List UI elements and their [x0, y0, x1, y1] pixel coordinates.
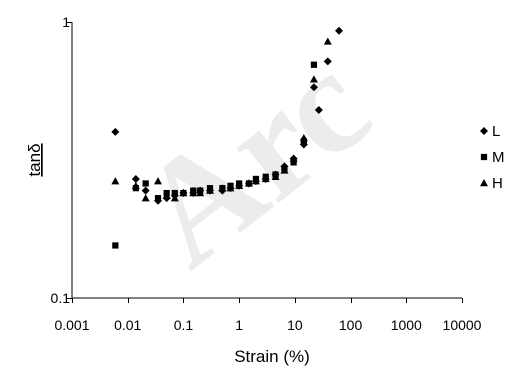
y-tick-label: 0.1 [51, 290, 71, 306]
data-point-m [112, 242, 119, 249]
legend: LMH [480, 123, 505, 192]
data-point-h [289, 154, 298, 162]
data-point-l [335, 26, 344, 35]
data-point-h [196, 189, 205, 197]
x-axis-title: Strain (%) [234, 347, 310, 366]
legend-label-l: L [492, 123, 500, 140]
data-point-l [131, 174, 140, 183]
data-point-l [323, 57, 332, 66]
data-point-m [290, 159, 297, 166]
x-tick-label: 0.1 [174, 317, 194, 333]
data-point-h [131, 181, 140, 189]
legend-marker-l [480, 127, 488, 135]
data-point-h [170, 194, 179, 202]
axes [71, 22, 462, 299]
legend-marker-m [480, 153, 488, 161]
data-point-h [206, 186, 215, 194]
y-tick-label: 1 [62, 14, 70, 30]
data-point-h [111, 177, 120, 185]
x-tick-label: 10000 [443, 317, 482, 333]
data-point-h [189, 189, 198, 197]
data-point-h [244, 179, 253, 187]
data-point-m [142, 180, 149, 187]
x-tick-label: 1000 [391, 317, 422, 333]
data-point-l [309, 83, 318, 92]
data-point-h [235, 181, 244, 189]
y-axis-title: tanδ [25, 143, 44, 176]
data-point-h [261, 174, 270, 183]
watermark-text: Arc [108, 20, 398, 298]
data-point-l [314, 105, 323, 114]
data-point-h [226, 184, 235, 192]
data-point-h [218, 184, 227, 192]
data-point-l [141, 186, 150, 195]
data-point-m [310, 61, 318, 68]
x-tick-label: 10 [287, 317, 303, 333]
data-point-h [309, 75, 318, 83]
data-point-h [162, 191, 171, 199]
tick-marks [67, 22, 463, 303]
x-tick-label: 1 [235, 317, 243, 333]
data-point-h [280, 166, 289, 174]
legend-label-m: M [492, 149, 505, 166]
legend-marker-h [480, 179, 488, 187]
legend-label-h: H [492, 175, 503, 192]
data-point-h [154, 177, 163, 185]
data-point-h [323, 37, 332, 45]
data-point-h [271, 172, 280, 180]
data-point-l [111, 127, 120, 136]
data-point-h [251, 177, 260, 185]
data-points [111, 26, 344, 249]
data-point-m [171, 189, 178, 197]
x-tick-label: 100 [339, 317, 363, 333]
data-point-h [179, 189, 188, 197]
x-tick-label: 0.001 [54, 317, 89, 333]
x-tick-label: 0.01 [114, 317, 141, 333]
data-point-h [299, 133, 308, 142]
data-point-h [141, 194, 150, 202]
data-point-m [154, 195, 162, 202]
tick-labels: 0.001 0.01 0.1 1 10 100 1000 10000 0.1 1 [51, 14, 482, 333]
